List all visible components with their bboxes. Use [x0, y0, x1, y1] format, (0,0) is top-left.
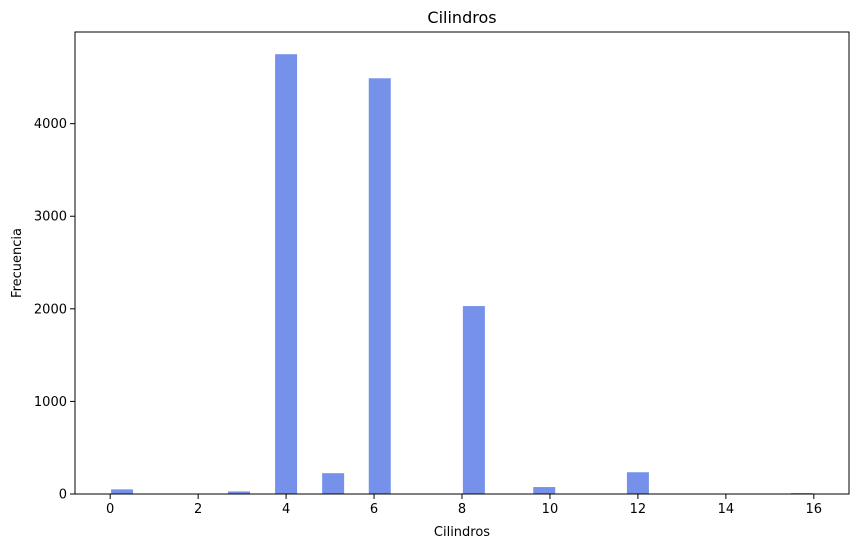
x-tick-label: 6: [370, 502, 378, 517]
chart-title: Cilindros: [427, 8, 496, 27]
y-tick-label: 3000: [34, 210, 67, 225]
x-axis: 0 2 4 6 8 10 12 14 16: [106, 494, 822, 517]
x-tick-label: 16: [806, 502, 823, 517]
x-tick-label: 2: [194, 502, 202, 517]
x-tick-label: 14: [718, 502, 735, 517]
y-tick-label: 2000: [34, 302, 67, 317]
y-tick-label: 4000: [34, 117, 67, 132]
bar: [626, 472, 649, 494]
bar: [322, 473, 345, 494]
y-axis-label: Frecuencia: [10, 228, 25, 298]
x-tick-label: 8: [458, 502, 466, 517]
bar: [275, 54, 298, 495]
bars-group: [111, 54, 813, 495]
bar: [462, 306, 485, 494]
y-axis: 0 1000 2000 3000 4000: [34, 117, 75, 503]
x-tick-label: 4: [282, 502, 290, 517]
x-tick-label: 12: [630, 502, 647, 517]
y-tick-label: 0: [59, 488, 67, 503]
x-axis-label: Cilindros: [434, 525, 490, 540]
bar: [228, 491, 251, 494]
bar: [111, 489, 134, 494]
y-tick-label: 1000: [34, 395, 67, 410]
x-tick-label: 0: [106, 502, 114, 517]
plot-frame: [74, 31, 850, 495]
bar: [533, 487, 556, 494]
x-tick-label: 10: [542, 502, 559, 517]
bar: [368, 78, 391, 494]
